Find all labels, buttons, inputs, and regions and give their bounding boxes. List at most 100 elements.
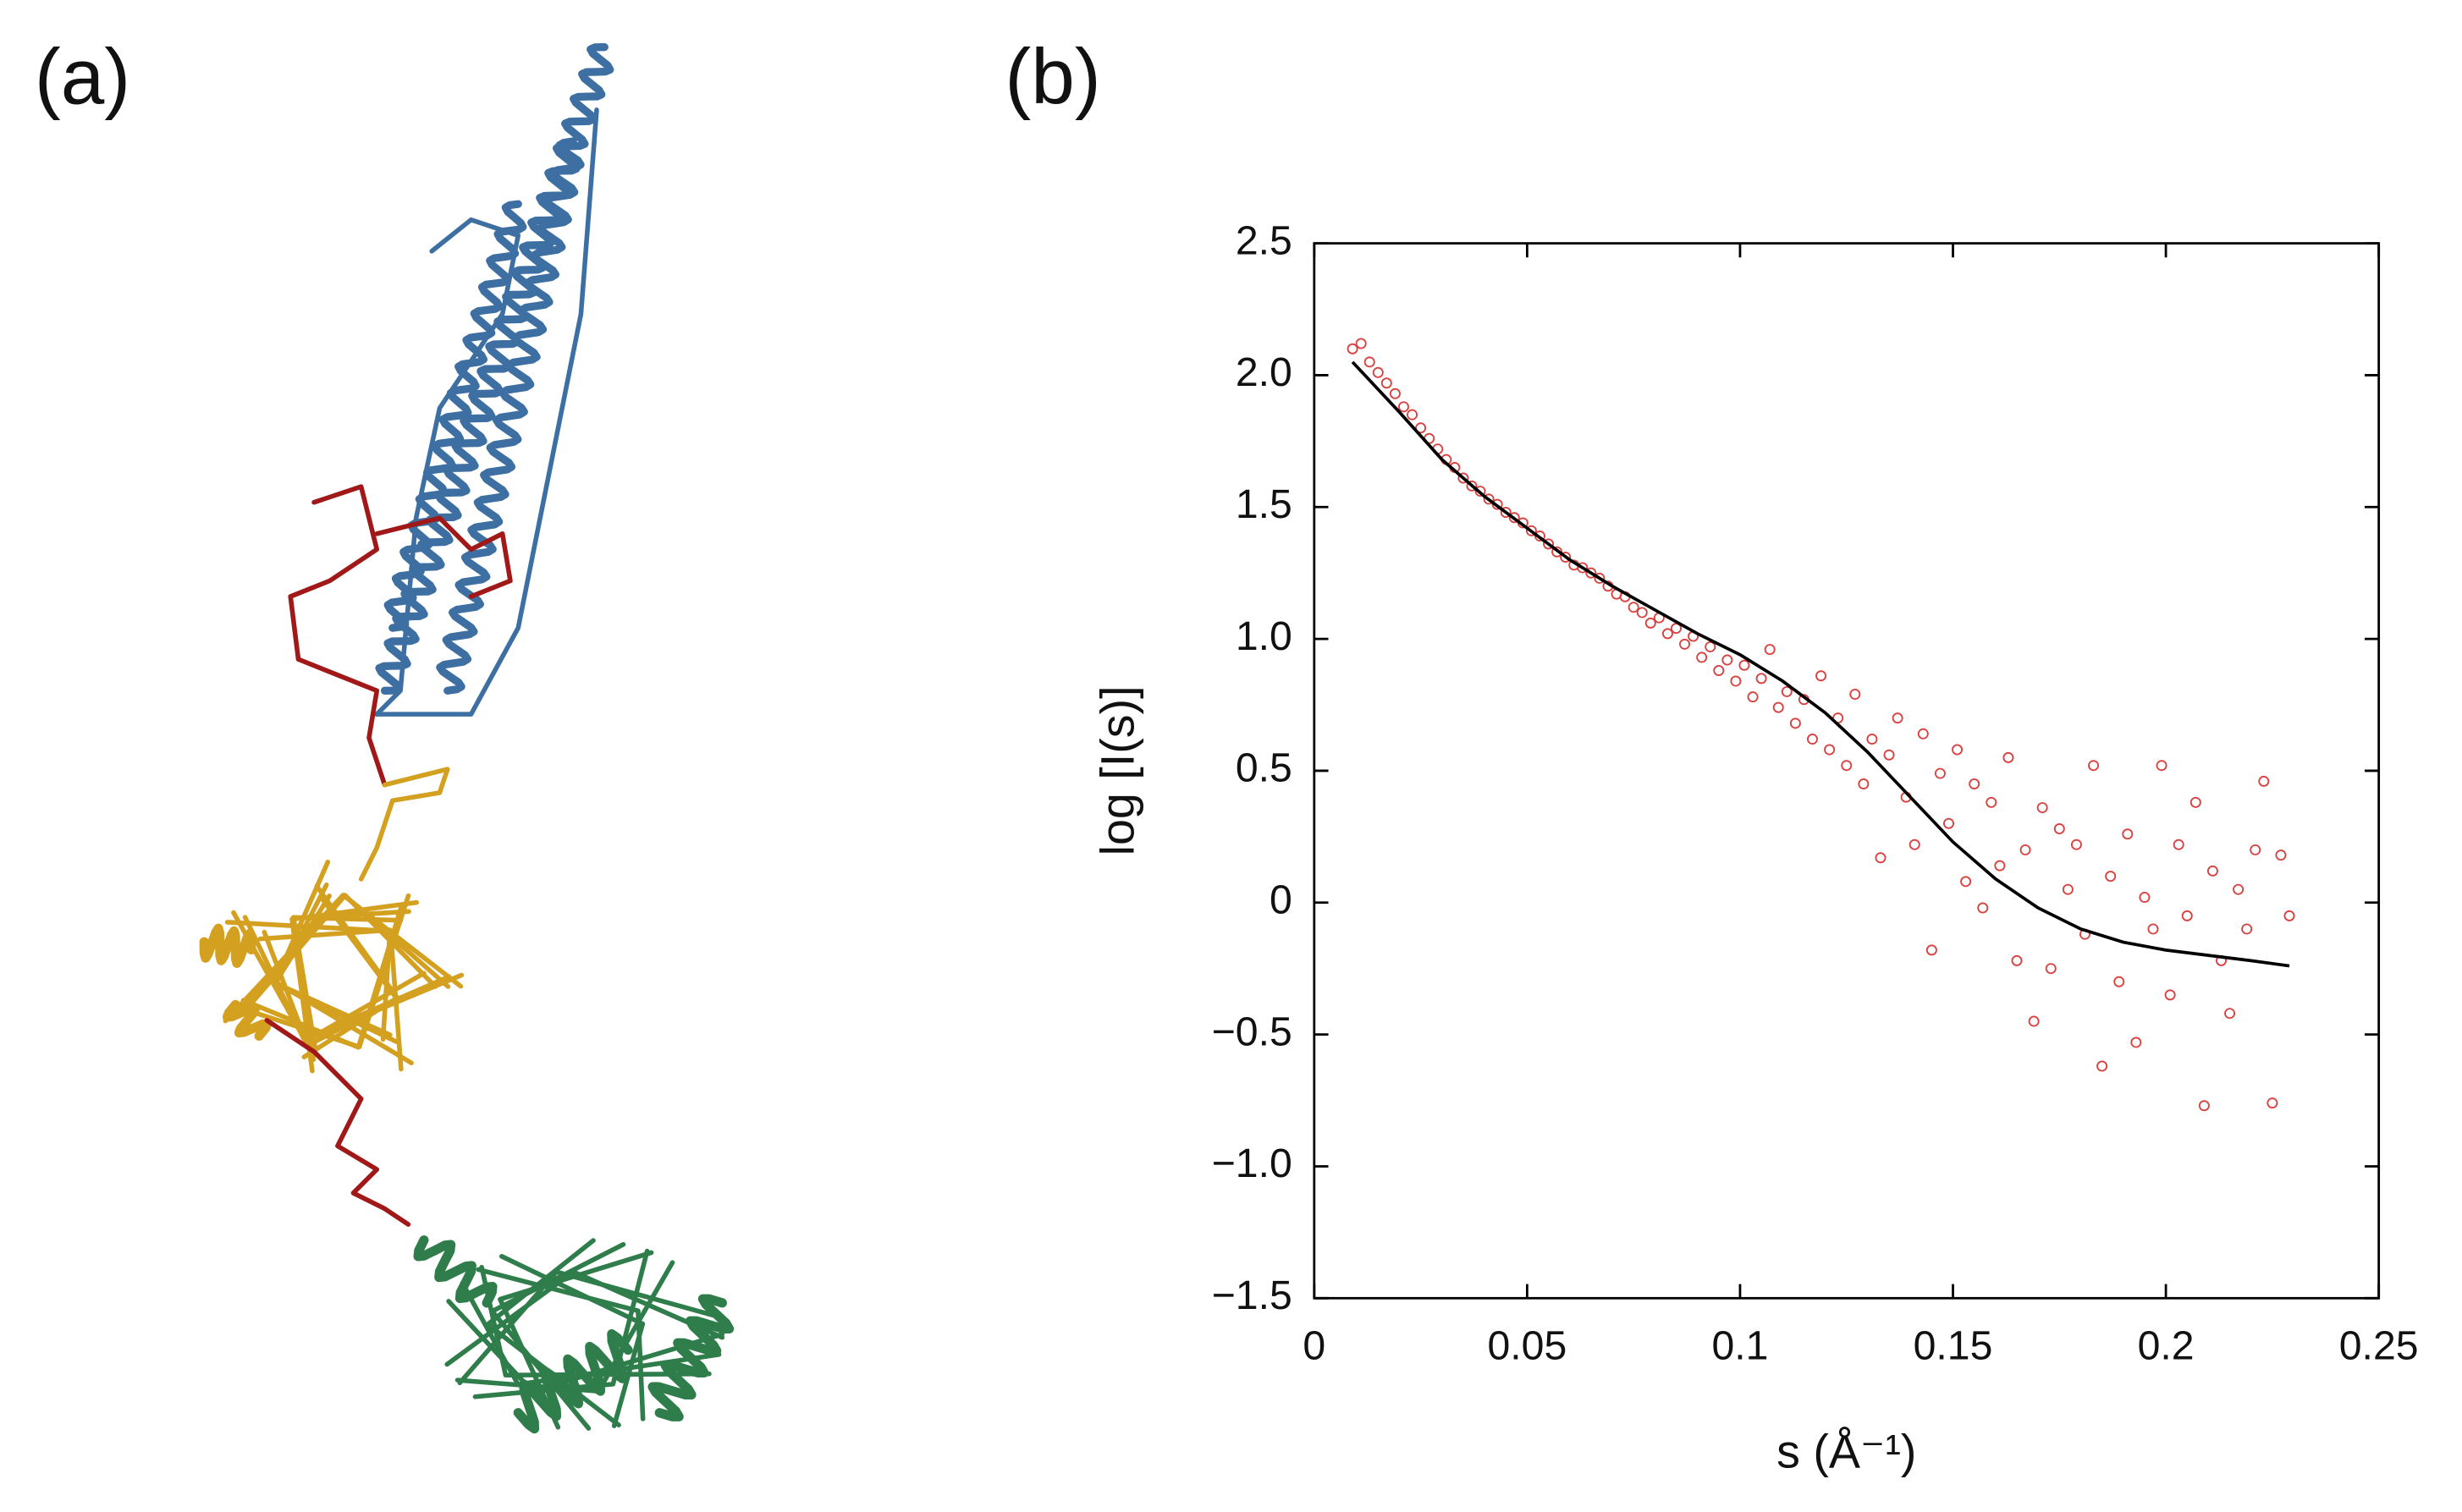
data-point	[1644, 617, 1656, 629]
y-tick-label: 2.0	[1236, 349, 1292, 395]
data-point	[1815, 670, 1827, 682]
protein-helix	[413, 1235, 498, 1308]
data-point	[2224, 1008, 2236, 1020]
y-tick-label: 2.5	[1236, 217, 1292, 263]
data-point	[1764, 644, 1776, 656]
data-point	[2266, 1097, 2278, 1109]
data-point	[1789, 718, 1801, 729]
data-point	[1721, 654, 1733, 666]
data-point	[2088, 760, 2100, 772]
data-point	[2250, 844, 2261, 855]
x-tick-label: 0	[1303, 1322, 1325, 1368]
protein-helix	[375, 43, 614, 695]
data-point	[1892, 712, 1903, 724]
data-point	[1824, 744, 1836, 756]
data-point	[2189, 796, 2201, 808]
data-point	[1858, 778, 1870, 790]
data-point	[1747, 691, 1759, 703]
data-point	[1934, 767, 1946, 779]
protein-coil	[273, 859, 414, 1066]
protein-helix	[222, 999, 273, 1042]
protein-coil	[240, 903, 405, 1050]
data-point	[1866, 734, 1878, 745]
data-point	[1474, 486, 1486, 498]
data-point	[1738, 659, 1750, 671]
data-point	[2283, 910, 2295, 921]
data-point	[2062, 883, 2074, 895]
data-point	[1543, 538, 1555, 550]
data-point	[1696, 652, 1708, 663]
data-point	[2096, 1060, 2108, 1072]
data-point	[1986, 796, 1997, 808]
data-point	[2164, 989, 2176, 1001]
data-point	[1500, 507, 1512, 518]
protein-coil	[288, 484, 388, 788]
data-point	[1577, 562, 1589, 574]
data-point	[1994, 860, 2006, 871]
data-point	[1457, 472, 1469, 484]
data-point	[1560, 551, 1572, 563]
protein-helix	[436, 137, 585, 695]
protein-structure	[199, 43, 735, 1434]
protein-coil	[264, 1018, 411, 1227]
protein-coil	[244, 893, 438, 1011]
y-tick-label: −1.0	[1212, 1141, 1292, 1186]
data-point	[1594, 572, 1606, 584]
protein-coil	[457, 1269, 723, 1386]
data-point	[2198, 1100, 2210, 1112]
data-point	[1977, 902, 1989, 914]
protein-coil	[242, 915, 452, 1042]
data-point	[2139, 892, 2151, 904]
x-tick-label: 0.1	[1711, 1322, 1768, 1368]
data-point	[1508, 512, 1520, 524]
data-point	[1925, 944, 1937, 956]
data-point	[2045, 963, 2057, 975]
data-point	[1841, 760, 1853, 772]
data-point	[1363, 356, 1375, 368]
data-point	[2258, 775, 2270, 787]
y-tick-label: 0.5	[1236, 745, 1292, 791]
x-tick-label: 0.2	[2138, 1322, 2195, 1368]
data-point	[1952, 744, 1964, 756]
protein-helix	[199, 923, 256, 968]
data-point	[1661, 628, 1673, 640]
data-point	[1636, 607, 1648, 619]
y-tick-label: −0.5	[1212, 1009, 1292, 1054]
y-tick-label: 1.5	[1236, 481, 1292, 527]
x-tick-label: 0.15	[1914, 1322, 1993, 1368]
data-point	[1908, 838, 1920, 850]
data-point	[2206, 865, 2218, 877]
data-point	[1466, 480, 1478, 492]
data-point	[1807, 734, 1818, 745]
data-point	[2019, 844, 2031, 855]
protein-helix	[513, 1329, 633, 1434]
data-point	[1730, 675, 1742, 687]
y-tick-label: −1.5	[1212, 1273, 1292, 1318]
protein-coil	[498, 1254, 646, 1428]
data-point	[1705, 641, 1716, 652]
data-point	[1380, 377, 1392, 389]
data-point	[1883, 749, 1895, 761]
data-point	[2028, 1015, 2040, 1027]
data-point	[2147, 923, 2159, 935]
data-point	[1355, 338, 1367, 349]
data-point	[2036, 802, 2048, 814]
data-point	[2002, 751, 2014, 763]
data-point	[1407, 409, 1418, 421]
data-point	[1628, 602, 1639, 613]
x-axis-label: s (Å⁻¹)	[1776, 1426, 1916, 1478]
data-point	[1713, 665, 1725, 676]
data-point	[1772, 701, 1784, 713]
data-point	[1585, 567, 1597, 579]
panel-label: (a)	[35, 32, 130, 120]
data-point	[2122, 828, 2134, 840]
data-point	[2181, 910, 2193, 921]
data-point	[2011, 954, 2023, 966]
data-point	[2275, 849, 2287, 861]
protein-coil	[374, 217, 521, 717]
x-tick-label: 0.25	[2339, 1322, 2419, 1368]
data-point	[2113, 976, 2125, 987]
data-point	[1755, 673, 1767, 685]
protein-coil	[444, 1269, 725, 1367]
